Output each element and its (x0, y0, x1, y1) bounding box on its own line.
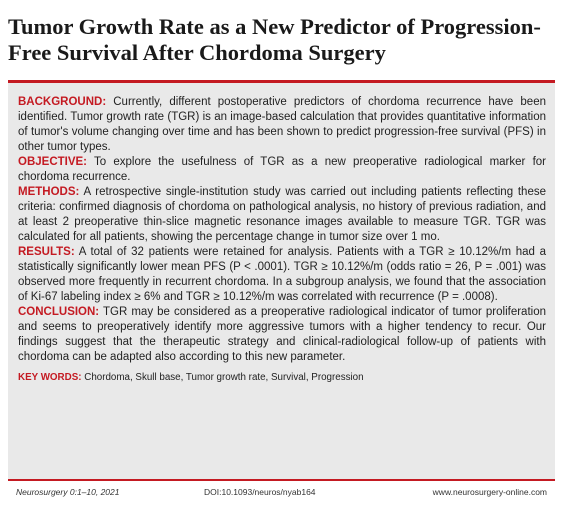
bottom-rule (8, 479, 555, 481)
objective-text: To explore the usefulness of TGR as a ne… (18, 156, 546, 183)
keywords-label: KEY WORDS: (18, 372, 82, 383)
methods-section: METHODS: A retrospective single-institut… (18, 185, 546, 245)
objective-label: OBJECTIVE: (18, 156, 88, 168)
footer: Neurosurgery 0:1–10, 2021 DOI:10.1093/ne… (8, 487, 555, 501)
keywords-text: Chordoma, Skull base, Tumor growth rate,… (81, 372, 364, 383)
article-title: Tumor Growth Rate as a New Predictor of … (8, 14, 541, 65)
results-section: RESULTS: A total of 32 patients were ret… (18, 245, 546, 305)
methods-label: METHODS: (18, 186, 80, 198)
keywords-section: KEY WORDS: Chordoma, Skull base, Tumor g… (18, 371, 546, 384)
results-label: RESULTS: (18, 246, 75, 258)
top-rule (8, 80, 555, 83)
background-section: BACKGROUND: Currently, different postope… (18, 95, 546, 155)
abstract-body: BACKGROUND: Currently, different postope… (18, 95, 546, 384)
doi-text: DOI:10.1093/neuros/nyab164 (204, 487, 316, 497)
methods-text: A retrospective single-institution study… (18, 186, 546, 243)
conclusion-label: CONCLUSION: (18, 306, 100, 318)
background-text: Currently, different postoperative predi… (18, 96, 546, 153)
abstract-panel: BACKGROUND: Currently, different postope… (8, 83, 555, 479)
objective-section: OBJECTIVE: To explore the usefulness of … (18, 155, 546, 185)
journal-citation: Neurosurgery 0:1–10, 2021 (16, 487, 120, 497)
journal-url-link[interactable]: www.neurosurgery-online.com (432, 487, 547, 497)
results-text: A total of 32 patients were retained for… (18, 246, 546, 303)
background-label: BACKGROUND: (18, 96, 107, 108)
conclusion-text: TGR may be considered as a preoperative … (18, 306, 546, 363)
conclusion-section: CONCLUSION: TGR may be considered as a p… (18, 305, 546, 365)
